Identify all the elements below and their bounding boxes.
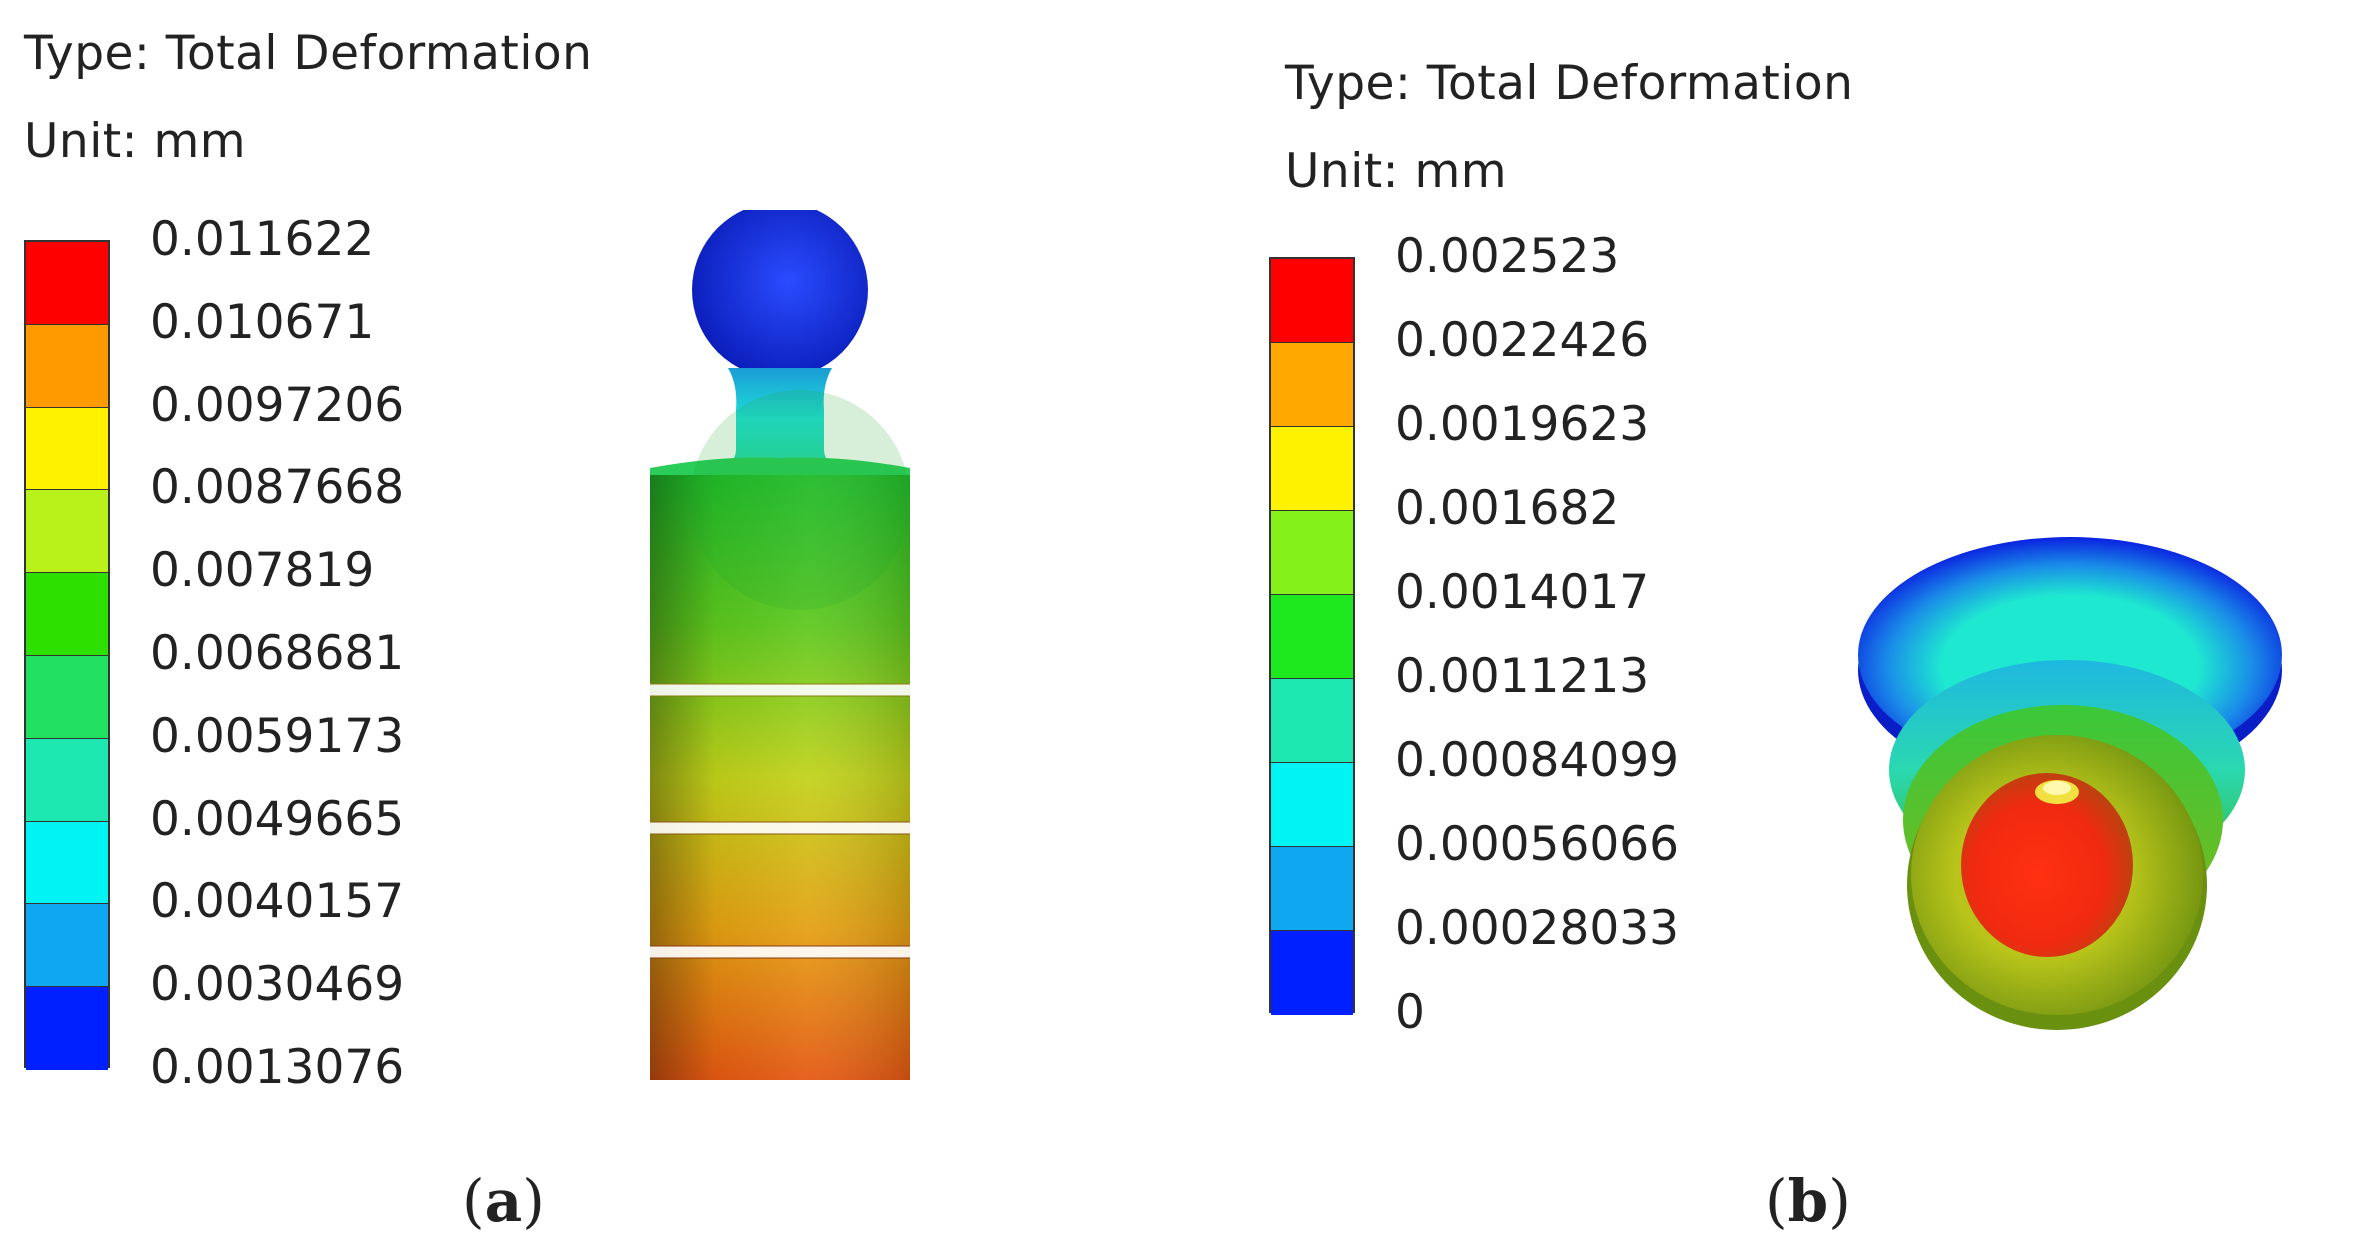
colorbar-band xyxy=(1271,595,1353,679)
colorbar-band xyxy=(1271,847,1353,931)
colorbar-tick-label: 0.0013076 xyxy=(150,1040,405,1095)
panel-a: Type: Total Deformation Unit: mm 0.01162… xyxy=(0,0,1180,1253)
colorbar-band xyxy=(26,821,108,905)
colorbar-tick-label: 0.00084099 xyxy=(1395,733,1680,788)
neck xyxy=(710,368,850,472)
colorbar-band xyxy=(26,655,108,739)
figure-caption-a: (a) xyxy=(462,1167,545,1235)
colorbar-tick-label: 0.0011213 xyxy=(1395,649,1650,704)
colorbar xyxy=(24,240,110,1070)
colorbar-band xyxy=(26,904,108,988)
colorbar-tick-label: 0.0022426 xyxy=(1395,313,1650,368)
panel-b: Type: Total Deformation Unit: mm 0.00252… xyxy=(1180,0,2367,1253)
pin-model xyxy=(650,210,910,1080)
cup-model xyxy=(1858,537,2282,1030)
colorbar-tick-label: 0.007819 xyxy=(150,543,375,599)
colorbar-band xyxy=(26,987,108,1070)
colorbar-tick-label: 0.0019623 xyxy=(1395,397,1650,452)
colorbar-band xyxy=(1271,259,1353,343)
colorbar-tick-label: 0.0040157 xyxy=(150,874,405,930)
colorbar-tick-label: 0.00028033 xyxy=(1395,901,1680,956)
colorbar-band xyxy=(26,573,108,656)
colorbar-tick-label: 0.010671 xyxy=(150,294,375,350)
colorbar-tick-label: 0.002523 xyxy=(1395,229,1620,284)
colorbar-band xyxy=(26,324,108,408)
colorbar-tick-label: 0.0014017 xyxy=(1395,565,1650,620)
figure-caption-b: (b) xyxy=(1765,1167,1851,1235)
colorbar-tick-label: 0.00056066 xyxy=(1395,817,1680,872)
legend-type-label: Type: Total Deformation xyxy=(24,26,593,81)
colorbar-tick-label: 0 xyxy=(1395,985,1425,1040)
colorbar xyxy=(1269,257,1355,1015)
colorbar-band xyxy=(1271,763,1353,847)
colorbar-band xyxy=(26,242,108,325)
legend-unit-label: Unit: mm xyxy=(1285,144,1508,199)
colorbar-tick-label: 0.0030469 xyxy=(150,957,405,1013)
ball-head xyxy=(692,210,868,378)
colorbar-band xyxy=(1271,427,1353,511)
legend-unit-label: Unit: mm xyxy=(24,114,247,169)
colorbar-band xyxy=(1271,679,1353,763)
caption-letter: b xyxy=(1787,1167,1829,1235)
legend-type-label: Type: Total Deformation xyxy=(1285,56,1854,111)
colorbar-tick-label: 0.001682 xyxy=(1395,481,1620,536)
colorbar-tick-label: 0.0087668 xyxy=(150,460,405,516)
inner-hole xyxy=(1961,773,2133,957)
caption-letter: a xyxy=(484,1167,523,1235)
colorbar-band xyxy=(26,738,108,822)
colorbar-tick-label: 0.011622 xyxy=(150,212,375,267)
colorbar-tick-label: 0.0059173 xyxy=(150,708,405,764)
colorbar-band xyxy=(1271,343,1353,427)
colorbar-tick-label: 0.0068681 xyxy=(150,626,405,681)
colorbar-band xyxy=(1271,511,1353,595)
colorbar-band xyxy=(26,407,108,491)
colorbar-tick-label: 0.0097206 xyxy=(150,377,405,433)
colorbar-band xyxy=(1271,931,1353,1015)
colorbar-tick-label: 0.0049665 xyxy=(150,791,405,847)
colorbar-band xyxy=(26,490,108,574)
